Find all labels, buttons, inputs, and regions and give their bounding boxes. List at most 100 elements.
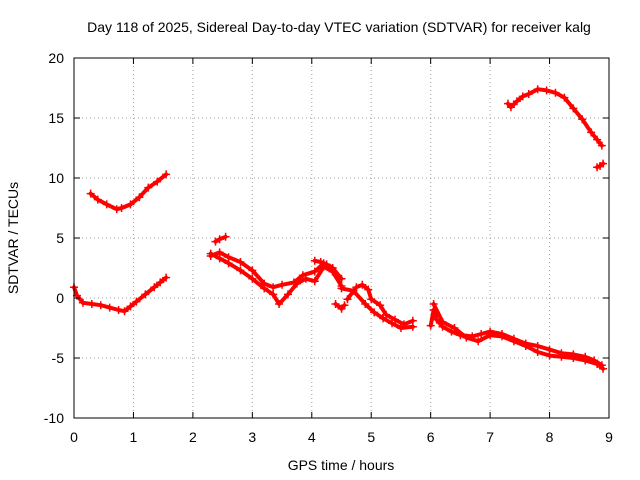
y-tick-label: 10 (48, 170, 64, 186)
x-tick-label: 8 (546, 429, 554, 445)
series-segment-3 (343, 280, 417, 329)
data-point (581, 356, 590, 365)
data-point (269, 283, 278, 292)
data-point (337, 284, 346, 293)
data-point (349, 286, 358, 295)
data-point (593, 135, 602, 144)
data-point (560, 93, 569, 102)
data-point (518, 92, 527, 101)
series-segment-2-b (206, 248, 346, 292)
data-point (367, 295, 376, 304)
data-point (542, 86, 551, 95)
data-point (87, 300, 96, 308)
x-tick-label: 2 (189, 429, 197, 445)
data-point (248, 274, 257, 283)
series-line (431, 302, 606, 371)
data-point (112, 205, 121, 214)
series-line (505, 87, 604, 148)
data-point (551, 88, 560, 97)
y-tick-label: 20 (48, 50, 64, 66)
x-tick-label: 1 (130, 429, 138, 445)
data-point (126, 302, 135, 311)
data-point (120, 307, 129, 316)
x-axis: 0 1 2 3 4 5 6 7 8 9 (70, 58, 613, 445)
data-point (86, 189, 95, 198)
data-point (545, 351, 554, 360)
series-line (339, 286, 415, 330)
data-point (289, 278, 298, 287)
series-segment-4-b (429, 300, 608, 373)
series-segment-2-e (331, 300, 349, 313)
data-point (224, 253, 233, 262)
data-point (340, 301, 349, 310)
data-point (438, 318, 447, 326)
y-tick-label: 0 (56, 290, 64, 306)
x-axis-label: GPS time / hours (288, 457, 395, 473)
data-point (343, 295, 352, 304)
series-line (72, 275, 169, 314)
series-line (88, 172, 169, 212)
data-point (364, 285, 373, 294)
data-point (156, 278, 165, 287)
data-point (278, 280, 287, 289)
data-point (593, 360, 602, 368)
data-point (162, 273, 171, 282)
data-point (379, 314, 388, 323)
data-point (135, 193, 144, 202)
data-point (597, 141, 606, 150)
data-point (587, 128, 596, 137)
data-point (322, 260, 331, 269)
x-tick-label: 5 (367, 429, 375, 445)
data-point (126, 200, 135, 209)
data-point (370, 308, 379, 317)
data-point (310, 277, 319, 286)
data-point (162, 170, 171, 179)
y-tick-label: 5 (56, 230, 64, 246)
series-segment-3-b (337, 284, 417, 332)
y-tick-label: 15 (48, 110, 64, 126)
data-point (331, 300, 340, 308)
data-point (396, 324, 405, 332)
data-point (150, 283, 159, 292)
y-tick-label: -10 (44, 410, 64, 426)
data-point (477, 330, 486, 338)
data-point (486, 331, 495, 340)
series-line (345, 282, 415, 327)
data-point (275, 300, 284, 308)
data-point (211, 237, 220, 246)
data-point (248, 266, 257, 275)
x-tick-label: 4 (308, 429, 316, 445)
data-point (557, 352, 566, 361)
data-point (96, 301, 105, 310)
data-point (132, 297, 141, 306)
data-point (524, 90, 533, 98)
x-tick-label: 9 (605, 429, 613, 445)
data-series (70, 85, 608, 373)
series-segment-2-c (211, 232, 230, 246)
data-point (215, 235, 224, 244)
y-axis-label: SDTVAR / TECUs (5, 182, 21, 294)
data-point (569, 104, 578, 113)
data-point (260, 279, 269, 288)
data-point (221, 232, 230, 241)
data-point (144, 183, 153, 192)
data-point (78, 298, 87, 307)
data-point (153, 177, 162, 186)
series-segment-5-tail (593, 159, 608, 172)
data-point (236, 258, 245, 266)
data-point (93, 195, 102, 204)
data-point (376, 301, 385, 310)
data-point (141, 290, 150, 299)
data-point (509, 337, 518, 346)
series-segment-5-upper (503, 85, 606, 150)
x-tick-label: 7 (486, 429, 494, 445)
data-point (426, 321, 435, 330)
data-point (408, 322, 417, 331)
data-point (105, 303, 114, 312)
data-point (358, 280, 367, 289)
data-point (114, 306, 123, 314)
data-point (310, 267, 319, 276)
data-point (429, 300, 438, 308)
data-point (569, 354, 578, 362)
data-point (388, 319, 397, 328)
